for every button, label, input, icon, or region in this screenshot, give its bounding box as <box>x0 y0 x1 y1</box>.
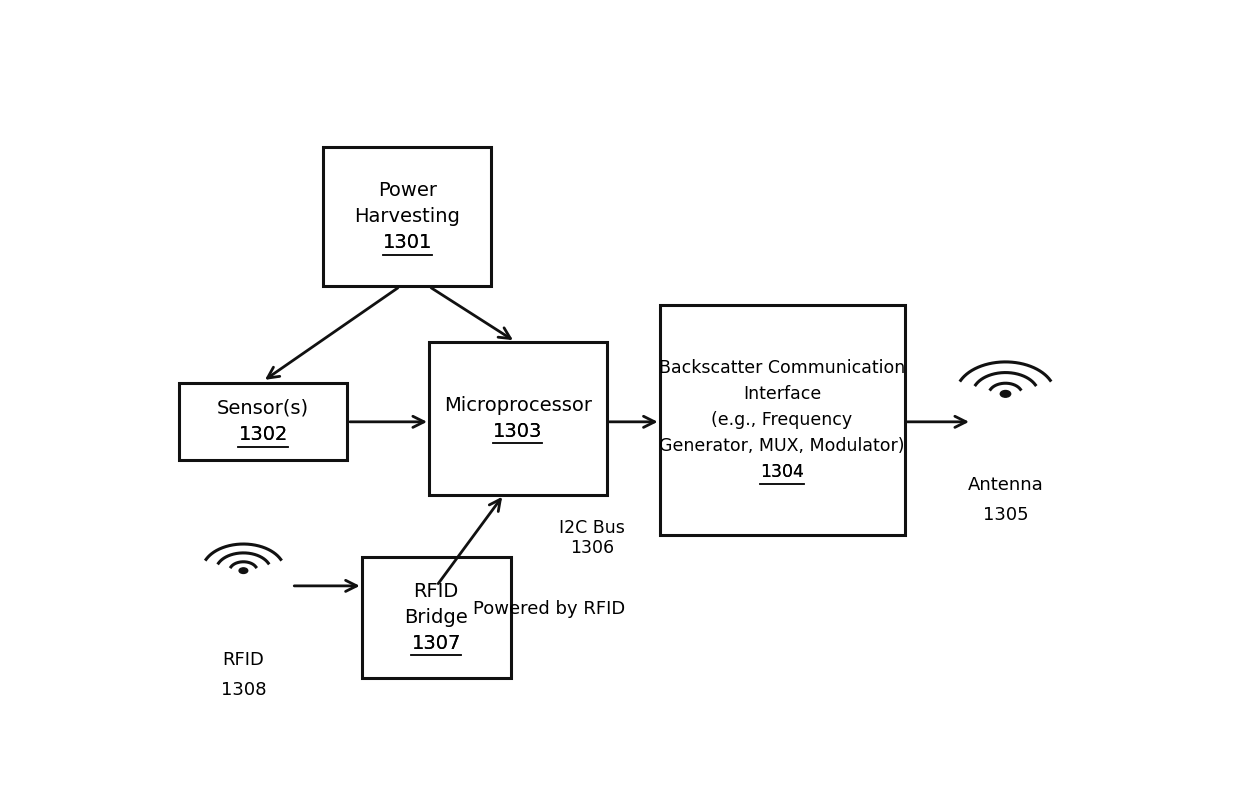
Text: Interface: Interface <box>743 385 821 403</box>
Text: (e.g., Frequency: (e.g., Frequency <box>712 411 853 429</box>
Bar <box>179 383 347 460</box>
Text: 1305: 1305 <box>982 506 1028 524</box>
Text: Generator, MUX, Modulator): Generator, MUX, Modulator) <box>660 437 905 455</box>
Text: 1304: 1304 <box>760 463 804 481</box>
Text: 1301: 1301 <box>383 233 432 252</box>
Circle shape <box>1001 391 1011 397</box>
Text: 1307: 1307 <box>412 633 461 653</box>
Text: Powered by RFID: Powered by RFID <box>472 600 625 618</box>
Text: Power: Power <box>378 181 436 200</box>
Text: 1302: 1302 <box>238 425 288 444</box>
Text: Microprocessor: Microprocessor <box>444 396 591 415</box>
Text: Antenna: Antenna <box>967 476 1043 494</box>
Text: 1301: 1301 <box>383 233 432 252</box>
Text: Harvesting: Harvesting <box>355 207 460 226</box>
Text: RFID: RFID <box>222 651 264 669</box>
Bar <box>660 305 905 535</box>
Text: I2C Bus
1306: I2C Bus 1306 <box>559 519 625 558</box>
Circle shape <box>239 568 248 574</box>
Text: 1303: 1303 <box>494 422 542 441</box>
Text: 1304: 1304 <box>760 463 804 481</box>
Text: 1307: 1307 <box>412 633 461 653</box>
Text: 1302: 1302 <box>238 425 288 444</box>
Text: RFID: RFID <box>413 582 459 600</box>
Bar <box>324 147 491 286</box>
Text: 1303: 1303 <box>494 422 542 441</box>
Text: 1308: 1308 <box>221 681 267 699</box>
Bar <box>429 342 606 495</box>
Text: Sensor(s): Sensor(s) <box>217 399 309 418</box>
Text: Bridge: Bridge <box>404 608 467 627</box>
Text: Backscatter Communication: Backscatter Communication <box>658 359 905 377</box>
Bar <box>362 557 511 678</box>
